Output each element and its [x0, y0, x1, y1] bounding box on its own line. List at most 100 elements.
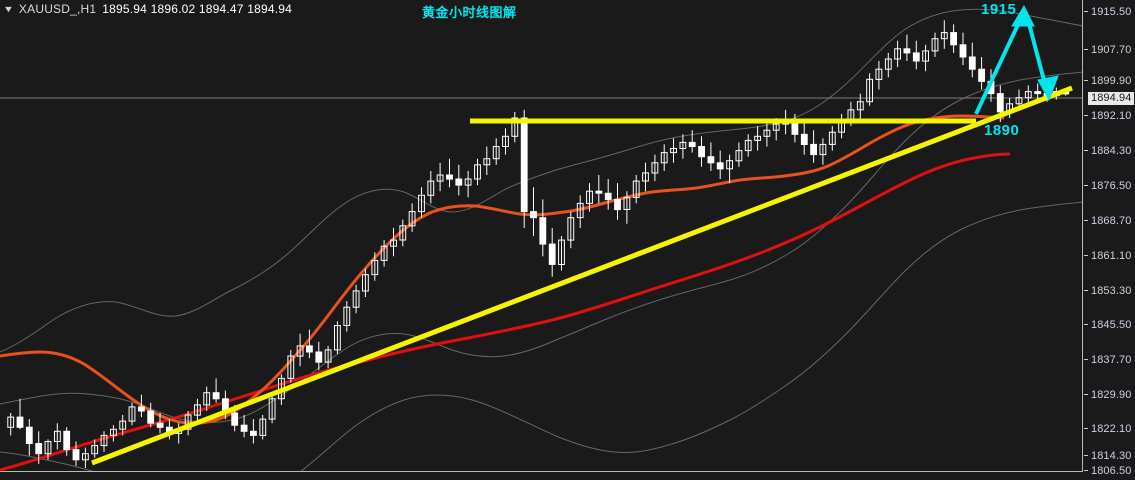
- candle-body: [763, 129, 771, 137]
- candle-body: [950, 32, 958, 46]
- candle-body: [371, 259, 379, 276]
- forecast-arrows[interactable]: [974, 4, 1059, 115]
- candle-body: [586, 190, 593, 204]
- candle-body: [296, 345, 304, 357]
- tick-value: 1853.30: [1091, 284, 1132, 297]
- tick-dash: [1084, 324, 1088, 325]
- candlestick-series: [7, 20, 1070, 468]
- candle-body: [156, 422, 164, 428]
- tick-dash: [1084, 185, 1088, 186]
- chart-plot-area[interactable]: ▼ XAUUSD_,H1 1895.94 1896.02 1894.47 189…: [0, 0, 1083, 472]
- tick-value: 1806.50: [1091, 464, 1132, 477]
- current-price-value: 1894.94: [1088, 92, 1135, 105]
- tick-value: 1837.70: [1091, 353, 1132, 366]
- ohlc-values: 1895.94 1896.02 1894.47 1894.94: [102, 2, 292, 16]
- price-axis[interactable]: 1915.50 1907.70 1899.90 1892.10 1884.30 1876.…: [1084, 0, 1135, 480]
- candle-body: [502, 135, 509, 148]
- candle-body: [334, 325, 341, 351]
- tick-value: 1876.50: [1091, 179, 1132, 192]
- candle-body: [623, 196, 631, 211]
- candle-body: [25, 426, 33, 445]
- candle-body: [82, 453, 89, 461]
- tick-value: 1861.10: [1091, 249, 1132, 262]
- candle-body: [436, 174, 444, 182]
- tick-dash: [1084, 470, 1088, 471]
- candle-body: [287, 355, 295, 379]
- candle-body: [726, 160, 734, 170]
- candle-body: [754, 135, 762, 141]
- tick-dash: [1084, 255, 1088, 256]
- candle-body: [203, 392, 211, 406]
- candle-body: [511, 117, 519, 137]
- tick-value: 1814.30: [1091, 449, 1132, 462]
- candle-body: [446, 174, 453, 180]
- candle-body: [670, 148, 677, 154]
- candle-body: [707, 156, 715, 164]
- tick-dash: [1084, 150, 1088, 151]
- tick-value: 1899.90: [1091, 74, 1132, 87]
- triangle-down-icon[interactable]: ▼: [2, 3, 15, 14]
- candle-body: [250, 430, 257, 436]
- candle-body: [595, 190, 603, 194]
- candle-body: [800, 133, 808, 146]
- tick-dash: [1084, 80, 1088, 81]
- candle-body: [427, 180, 435, 196]
- support-price-label: 1890: [984, 122, 1020, 139]
- candle-body: [651, 162, 659, 174]
- candle-body: [390, 239, 397, 247]
- chart-canvas: [0, 4, 1082, 471]
- target-price-label: 1915: [981, 1, 1017, 18]
- candle-body: [54, 430, 61, 442]
- tick-value: 1822.10: [1091, 422, 1132, 435]
- candle-body: [912, 52, 920, 62]
- price-tick: 1829.90: [1084, 388, 1131, 401]
- price-tick: 1845.50: [1084, 318, 1131, 331]
- price-tick: 1884.30: [1084, 144, 1131, 157]
- symbol-info-bar[interactable]: ▼ XAUUSD_,H1 1895.94 1896.02 1894.47 189…: [2, 2, 292, 16]
- candle-body: [343, 306, 351, 327]
- candle-body: [614, 198, 621, 211]
- price-tick: 1876.50: [1084, 179, 1131, 192]
- price-tick: 1853.30: [1084, 284, 1131, 297]
- symbol-label: XAUUSD_,H1: [18, 2, 97, 16]
- candle-body: [968, 56, 976, 70]
- candle-body: [894, 48, 902, 60]
- rising-trendline[interactable]: [91, 85, 1073, 466]
- tick-value: 1868.70: [1091, 214, 1132, 227]
- candle-body: [72, 449, 80, 461]
- tick-value: 1829.90: [1091, 388, 1132, 401]
- candle-body: [558, 239, 565, 266]
- candle-body: [138, 406, 145, 412]
- candle-body: [268, 398, 276, 420]
- tick-dash: [1084, 220, 1088, 221]
- candle-body: [474, 164, 481, 180]
- candle-body: [63, 430, 71, 451]
- candle-body: [810, 143, 818, 156]
- candle-body: [1024, 91, 1032, 99]
- candle-body: [735, 150, 743, 162]
- candle-body: [7, 416, 15, 428]
- price-tick: 1814.30: [1084, 449, 1131, 462]
- candle-body: [194, 404, 201, 416]
- candle-body: [1034, 91, 1042, 95]
- candle-body: [408, 211, 416, 227]
- price-tick: 1915.50: [1084, 5, 1131, 18]
- candle-body: [418, 194, 425, 213]
- tick-value: 1907.70: [1091, 43, 1132, 56]
- forecast-up-arrow-shaft: [974, 15, 1024, 115]
- candle-body: [128, 406, 136, 422]
- price-tick: 1899.90: [1084, 74, 1131, 87]
- candle-body: [567, 217, 575, 241]
- candle-body: [315, 351, 323, 363]
- candle-body: [184, 414, 192, 430]
- tick-dash: [1084, 11, 1088, 12]
- tick-dash: [1084, 455, 1088, 456]
- candle-body: [362, 274, 369, 292]
- price-tick: 1837.70: [1084, 353, 1131, 366]
- candle-body: [978, 68, 986, 82]
- price-tick: 1822.10: [1084, 422, 1131, 435]
- candle-body: [698, 146, 706, 158]
- candle-body: [744, 139, 752, 152]
- candle-body: [110, 428, 117, 436]
